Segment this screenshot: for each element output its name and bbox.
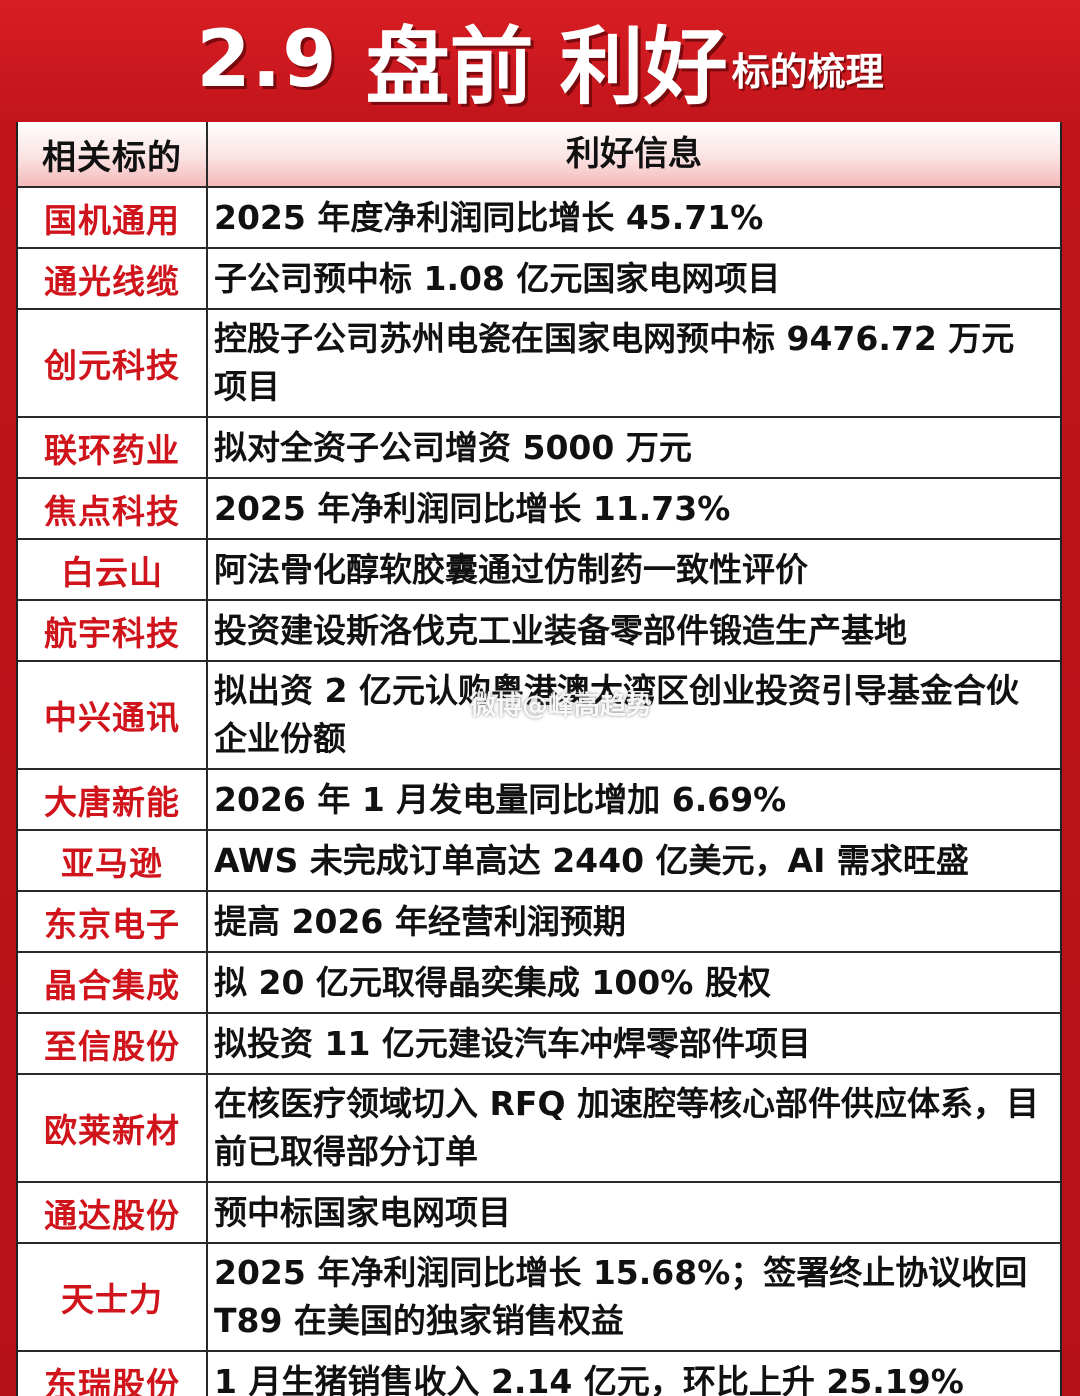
stock-name: 通光线缆 (18, 249, 208, 308)
good-news-info: AWS 未完成订单高达 2440 亿美元，AI 需求旺盛 (214, 840, 969, 880)
good-news-info: 在核医疗领域切入 RFQ 加速腔等核心部件供应体系，目前已取得部分订单 (214, 1084, 1039, 1171)
stock-name: 白云山 (18, 540, 208, 599)
stock-name: 焦点科技 (18, 479, 208, 538)
good-news-info: 拟 20 亿元取得晶奕集成 100% 股权 (214, 962, 771, 1002)
stock-name: 东京电子 (18, 892, 208, 951)
title-good-news: 利好 (559, 17, 728, 116)
stock-name: 中兴通讯 (18, 662, 208, 768)
table-row: 大唐新能 2026 年 1 月发电量同比增加 6.69% (18, 770, 1060, 831)
table-row: 创元科技 控股子公司苏州电瓷在国家电网预中标 9476.72 万元项目 (18, 310, 1060, 418)
table-row: 通光线缆 子公司预中标 1.08 亿元国家电网项目 (18, 249, 1060, 310)
good-news-info: 投资建设斯洛伐克工业装备零部件锻造生产基地 (214, 610, 907, 650)
page-title: 2.9 盘前 利好 标的梳理 (0, 0, 1080, 120)
good-news-info: 子公司预中标 1.08 亿元国家电网项目 (214, 258, 781, 298)
good-news-info: 2026 年 1 月发电量同比增加 6.69% (214, 779, 787, 819)
good-news-info: 阿法骨化醇软胶囊通过仿制药一致性评价 (214, 549, 808, 589)
header-info-column: 利好信息 (566, 134, 702, 174)
table-row: 中兴通讯 拟出资 2 亿元认购粤港澳大湾区创业投资引导基金合伙企业份额 (18, 662, 1060, 770)
table-row: 亚马逊 AWS 未完成订单高达 2440 亿美元，AI 需求旺盛 (18, 831, 1060, 892)
stock-name: 创元科技 (18, 310, 208, 416)
stock-name: 至信股份 (18, 1014, 208, 1073)
stock-name: 亚马逊 (18, 831, 208, 890)
good-news-info: 预中标国家电网项目 (214, 1192, 511, 1232)
good-news-info: 提高 2026 年经营利润预期 (214, 901, 626, 941)
table-row: 天士力 2025 年净利润同比增长 15.68%；签署终止协议收回 T89 在美… (18, 1244, 1060, 1352)
stock-name: 晶合集成 (18, 953, 208, 1012)
good-news-info: 控股子公司苏州电瓷在国家电网预中标 9476.72 万元项目 (214, 319, 1015, 406)
news-table: 相关标的 利好信息 国机通用 2025 年度净利润同比增长 45.71% 通光线… (16, 122, 1062, 1396)
table-row: 东瑞股份 1 月生猪销售收入 2.14 亿元，环比上升 25.19% (18, 1352, 1060, 1396)
table-row: 晶合集成 拟 20 亿元取得晶奕集成 100% 股权 (18, 953, 1060, 1014)
good-news-info: 拟出资 2 亿元认购粤港澳大湾区创业投资引导基金合伙企业份额 (214, 671, 1019, 758)
title-date: 2.9 (196, 15, 338, 105)
table-row: 通达股份 预中标国家电网项目 (18, 1183, 1060, 1244)
table-row: 白云山 阿法骨化醇软胶囊通过仿制药一致性评价 (18, 540, 1060, 601)
stock-name: 大唐新能 (18, 770, 208, 829)
table-row: 国机通用 2025 年度净利润同比增长 45.71% (18, 188, 1060, 249)
good-news-info: 2025 年净利润同比增长 11.73% (214, 488, 731, 528)
table-row: 焦点科技 2025 年净利润同比增长 11.73% (18, 479, 1060, 540)
good-news-info: 1 月生猪销售收入 2.14 亿元，环比上升 25.19% (214, 1361, 964, 1396)
table-row: 东京电子 提高 2026 年经营利润预期 (18, 892, 1060, 953)
table-header-row: 相关标的 利好信息 (18, 122, 1060, 188)
stock-name: 联环药业 (18, 418, 208, 477)
table-row: 航宇科技 投资建设斯洛伐克工业装备零部件锻造生产基地 (18, 601, 1060, 662)
stock-name: 国机通用 (18, 188, 208, 247)
title-premarket: 盘前 (365, 17, 534, 116)
table-row: 联环药业 拟对全资子公司增资 5000 万元 (18, 418, 1060, 479)
good-news-info: 2025 年度净利润同比增长 45.71% (214, 197, 764, 237)
stock-name: 天士力 (18, 1244, 208, 1350)
table-row: 至信股份 拟投资 11 亿元建设汽车冲焊零部件项目 (18, 1014, 1060, 1075)
stock-name: 航宇科技 (18, 601, 208, 660)
title-subtitle: 标的梳理 (731, 50, 884, 94)
table-row: 欧莱新材 在核医疗领域切入 RFQ 加速腔等核心部件供应体系，目前已取得部分订单 (18, 1075, 1060, 1183)
header-stock-column: 相关标的 (18, 122, 208, 186)
stock-name: 东瑞股份 (18, 1352, 208, 1396)
good-news-info: 拟投资 11 亿元建设汽车冲焊零部件项目 (214, 1023, 811, 1063)
good-news-info: 拟对全资子公司增资 5000 万元 (214, 427, 692, 467)
stock-name: 通达股份 (18, 1183, 208, 1242)
stock-name: 欧莱新材 (18, 1075, 208, 1181)
good-news-info: 2025 年净利润同比增长 15.68%；签署终止协议收回 T89 在美国的独家… (214, 1253, 1028, 1340)
